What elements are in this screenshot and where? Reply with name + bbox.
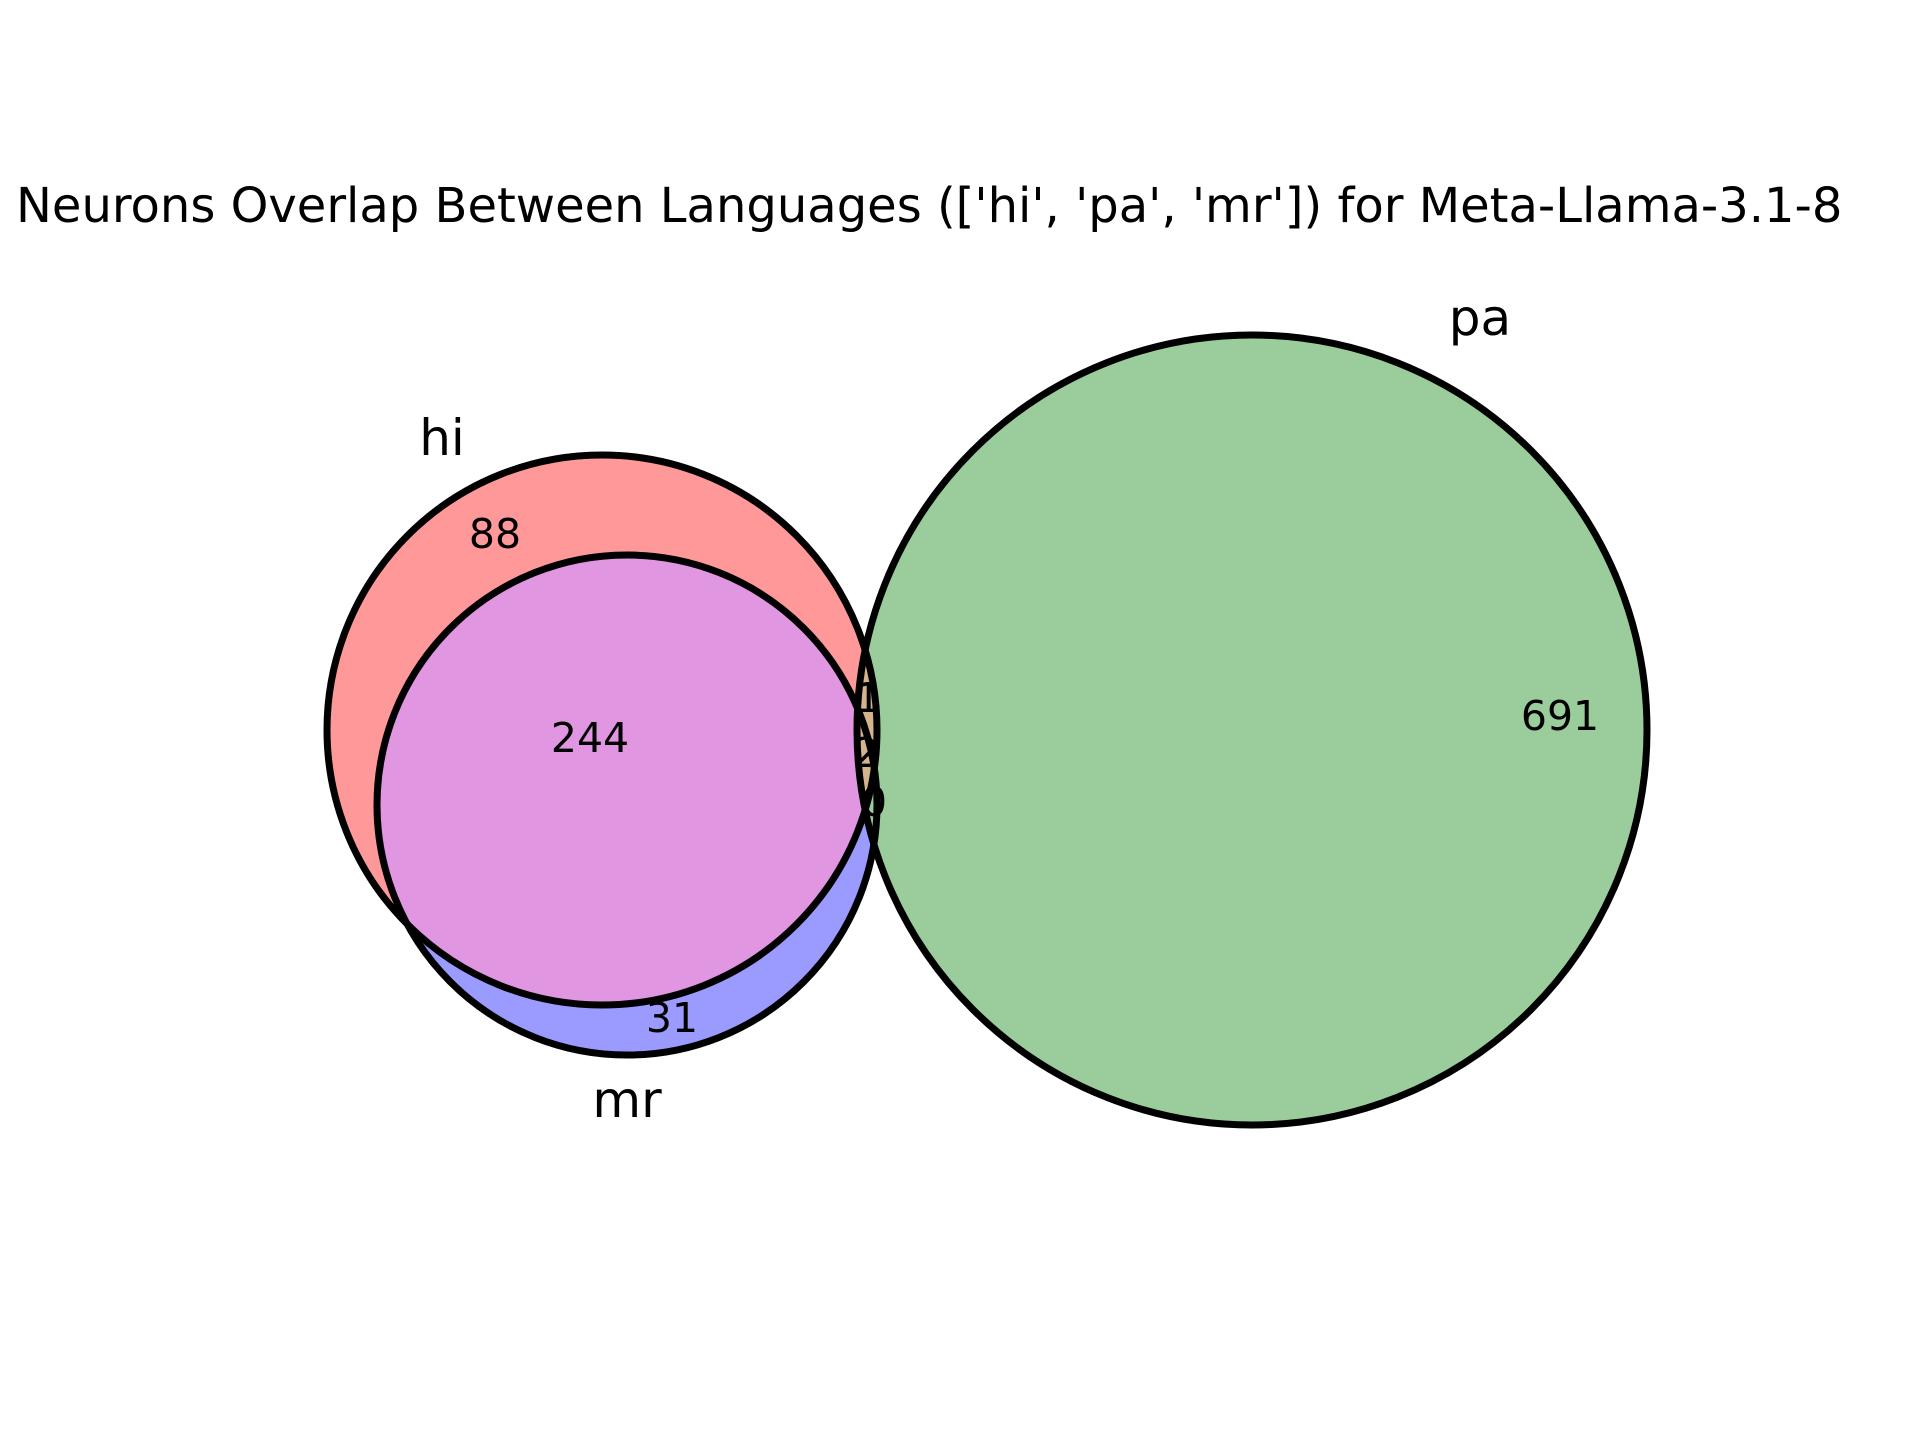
overlap-hi-mr bbox=[377, 555, 877, 1005]
set-label-hi: hi bbox=[419, 409, 465, 467]
set-mr-outline bbox=[373, 551, 881, 1059]
region-label-hi-only: 88 bbox=[469, 510, 521, 558]
region-label-mr-only: 31 bbox=[646, 994, 698, 1042]
set-pa-outline bbox=[853, 331, 1651, 1129]
region-label-hi-mr: 244 bbox=[551, 714, 629, 762]
set-pa-circle bbox=[857, 335, 1647, 1125]
set-label-pa: pa bbox=[1449, 289, 1511, 347]
set-hi-outline bbox=[323, 451, 881, 1009]
region-label-pa-only: 691 bbox=[1521, 692, 1599, 740]
region-label-pa-mr: 0 bbox=[861, 778, 887, 826]
region-label-hi-pa: 1 bbox=[855, 674, 881, 722]
region-label-hi-pa-mr: 2 bbox=[853, 729, 879, 777]
chart-title: Neurons Overlap Between Languages (['hi'… bbox=[16, 178, 1842, 234]
set-label-mr: mr bbox=[592, 1071, 662, 1129]
